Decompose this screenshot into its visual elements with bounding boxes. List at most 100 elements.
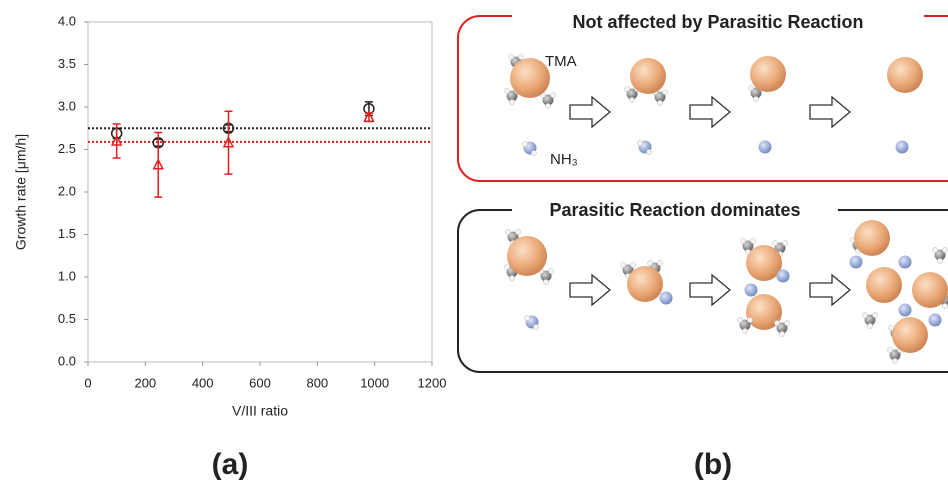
y-tick-label: 3.0 (58, 98, 76, 113)
x-tick-label: 1000 (360, 375, 389, 390)
panel-label: (a) (212, 448, 249, 481)
n-atom (929, 314, 942, 327)
y-tick-label: 0.5 (58, 311, 76, 326)
x-tick-label: 0 (84, 375, 91, 390)
x-tick-label: 800 (306, 375, 328, 390)
h-atom (657, 260, 662, 265)
h-atom (937, 258, 942, 263)
molecule-label: NH₃ (550, 151, 578, 168)
n-atom (850, 256, 863, 269)
y-tick-label: 1.0 (58, 268, 76, 283)
y-tick-label: 4.0 (58, 13, 76, 28)
h-atom (740, 238, 745, 243)
al-atom (912, 272, 948, 308)
arrow (690, 275, 730, 305)
h-atom (774, 320, 779, 325)
box-title: Parasitic Reaction dominates (549, 200, 800, 220)
h-atom (782, 240, 787, 245)
h-atom (747, 317, 752, 322)
al-atom (866, 267, 902, 303)
arrow (690, 97, 730, 127)
box-title: Not affected by Parasitic Reaction (572, 12, 863, 32)
arrow (570, 97, 610, 127)
h-atom (620, 262, 625, 267)
h-atom (737, 317, 742, 322)
h-atom (505, 229, 510, 234)
figure: Growth rate [μm/h] V/III ratio (a) Not a… (0, 0, 948, 491)
h-atom (753, 96, 758, 101)
h-atom (942, 247, 947, 252)
x-tick-label: 1200 (418, 375, 447, 390)
h-atom (509, 99, 514, 104)
al-atom (630, 58, 666, 94)
h-atom (629, 97, 634, 102)
h-atom (508, 54, 513, 59)
arrow (570, 275, 610, 305)
x-tick-label: 600 (249, 375, 271, 390)
h-atom (533, 324, 538, 329)
n-atom (759, 141, 772, 154)
h-atom (772, 240, 777, 245)
h-atom (637, 140, 642, 145)
h-atom (779, 331, 784, 336)
h-atom (872, 312, 877, 317)
n-atom (899, 304, 912, 317)
h-atom (515, 229, 520, 234)
y-axis-label: Growth rate [μm/h] (13, 134, 29, 250)
y-tick-label: 3.5 (58, 56, 76, 71)
h-atom (545, 103, 550, 108)
h-atom (887, 347, 892, 352)
h-atom (867, 323, 872, 328)
n-atom (777, 270, 790, 283)
al-atom (750, 56, 786, 92)
panel-label: (b) (694, 448, 732, 481)
h-atom (742, 328, 747, 333)
y-tick-label: 2.0 (58, 183, 76, 198)
al-atom (892, 317, 928, 353)
h-atom (862, 312, 867, 317)
x-tick-label: 200 (134, 375, 156, 390)
h-atom (942, 303, 947, 308)
y-tick-label: 1.5 (58, 226, 76, 241)
n-atom (745, 284, 758, 297)
h-atom (524, 315, 529, 320)
h-atom (531, 150, 536, 155)
x-tick-label: 400 (192, 375, 214, 390)
diagram: Not affected by Parasitic Reaction Paras… (458, 10, 948, 481)
n-atom (899, 256, 912, 269)
h-atom (657, 100, 662, 105)
h-atom (892, 358, 897, 363)
h-atom (784, 320, 789, 325)
h-atom (504, 264, 509, 269)
x-axis-label: V/III ratio (232, 403, 288, 419)
al-atom (507, 236, 547, 276)
h-atom (750, 238, 755, 243)
h-atom (548, 268, 553, 273)
h-atom (624, 86, 629, 91)
h-atom (662, 89, 667, 94)
arrow (810, 275, 850, 305)
h-atom (630, 262, 635, 267)
h-atom (646, 149, 651, 154)
h-atom (504, 88, 509, 93)
al-atom (627, 266, 663, 302)
y-tick-label: 0.0 (58, 353, 76, 368)
h-atom (543, 279, 548, 284)
h-atom (509, 275, 514, 280)
arrow (810, 97, 850, 127)
molecule-label: TMA (545, 53, 577, 70)
h-atom (748, 85, 753, 90)
n-atom (896, 141, 909, 154)
h-atom (522, 141, 527, 146)
al-atom (510, 58, 550, 98)
y-tick-label: 2.5 (58, 141, 76, 156)
h-atom (932, 247, 937, 252)
n-atom (660, 292, 673, 305)
h-atom (518, 54, 523, 59)
box (458, 16, 948, 181)
al-atom (854, 220, 890, 256)
h-atom (550, 92, 555, 97)
h-atom (647, 260, 652, 265)
al-atom (887, 57, 923, 93)
plot-frame (88, 22, 432, 362)
